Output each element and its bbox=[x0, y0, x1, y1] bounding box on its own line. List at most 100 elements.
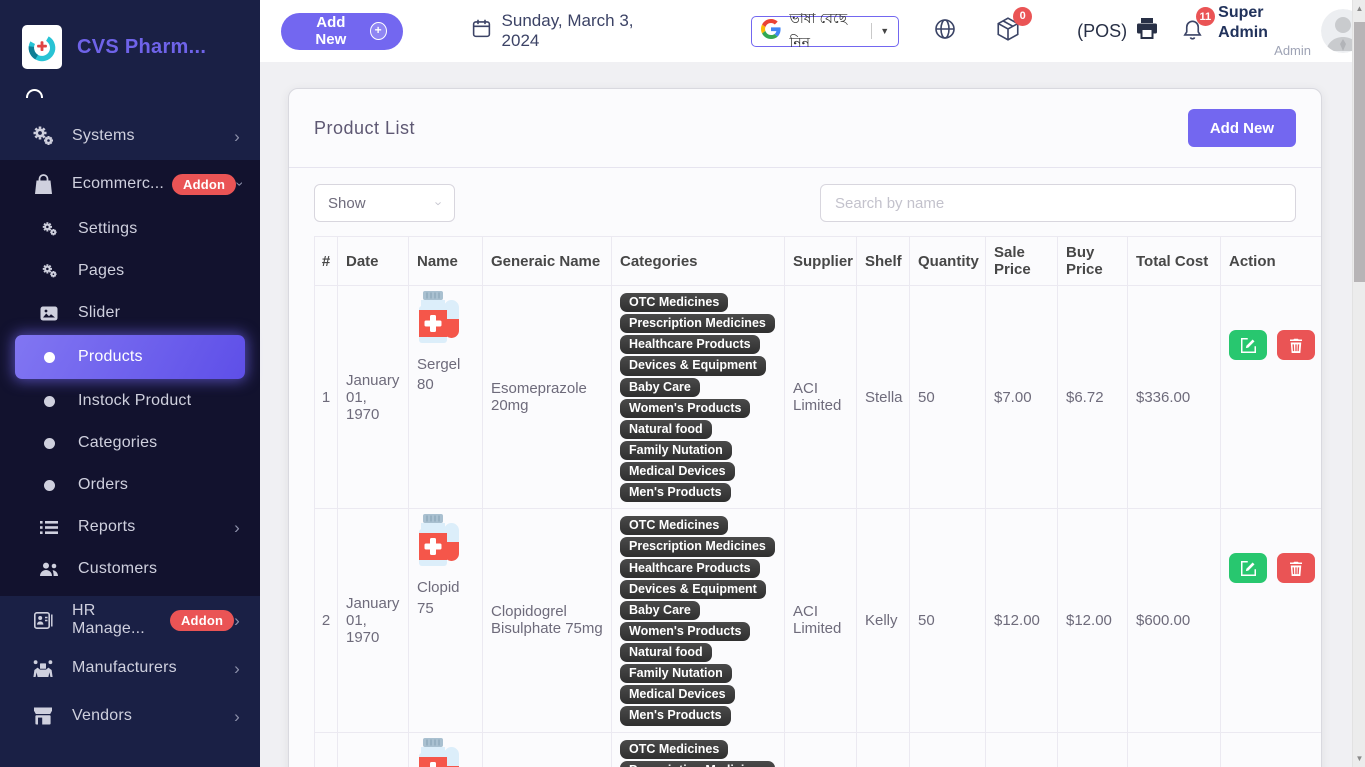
cell-total-cost: $336.00 bbox=[1127, 284, 1221, 510]
cell-buy-price: $6.72 bbox=[1057, 284, 1128, 510]
cell-supplier: ACI Limited bbox=[784, 508, 857, 733]
scrollbar-thumb[interactable] bbox=[1354, 22, 1365, 282]
sidebar-item-manufacturers[interactable]: Manufacturers › bbox=[0, 644, 260, 692]
product-name: Sergel 80 bbox=[417, 356, 461, 394]
delete-button[interactable] bbox=[1277, 330, 1315, 360]
sidebar-item-label: Categories bbox=[78, 434, 158, 451]
sidebar-item-customers[interactable]: Customers bbox=[0, 548, 260, 590]
cell-buy-price bbox=[1057, 731, 1128, 767]
shopping-bag-icon bbox=[30, 173, 56, 195]
cell-quantity: 50 bbox=[909, 284, 986, 510]
sidebar-item-systems[interactable]: Systems › bbox=[0, 112, 260, 160]
delete-button[interactable] bbox=[1277, 553, 1315, 584]
sidebar-item-label: Pages bbox=[78, 262, 125, 279]
sidebar-item-orders[interactable]: Orders bbox=[0, 464, 260, 506]
product-table-wrap: # Date Name Generaic Name Categories Sup… bbox=[314, 236, 1321, 767]
separator bbox=[871, 23, 873, 39]
cell-name bbox=[408, 731, 483, 767]
sidebar-item-ecommerce[interactable]: Ecommerc... Addon › bbox=[0, 160, 260, 208]
search-input[interactable] bbox=[820, 184, 1296, 222]
edit-button[interactable] bbox=[1229, 553, 1267, 584]
cell-date: January 01, 1970 bbox=[337, 284, 409, 510]
cell-action bbox=[1220, 508, 1321, 733]
sidebar-item-products[interactable]: Products bbox=[15, 335, 245, 379]
sidebar-item-pages[interactable]: Pages bbox=[0, 250, 260, 292]
sidebar-item-slider[interactable]: Slider bbox=[0, 292, 260, 334]
table-row: OTC Medicines Prescription Medicines bbox=[314, 731, 1321, 767]
category-tag: Family Nutation bbox=[620, 440, 732, 460]
date-text: Sunday, March 3, 2024 bbox=[501, 11, 634, 50]
table-filters: Show › bbox=[289, 168, 1321, 236]
sidebar-item-categories[interactable]: Categories bbox=[0, 422, 260, 464]
user-role: Admin bbox=[1274, 42, 1312, 58]
cell-shelf bbox=[856, 731, 910, 767]
chevron-right-icon: › bbox=[234, 658, 240, 678]
list-icon bbox=[36, 520, 62, 535]
category-tag: Baby Care bbox=[620, 600, 700, 620]
cell-date: January 01, 1970 bbox=[337, 508, 409, 733]
add-new-button-card[interactable]: Add New bbox=[1187, 109, 1296, 147]
sidebar-item-instock-product[interactable]: Instock Product bbox=[0, 380, 260, 422]
gears-icon bbox=[30, 125, 56, 147]
caret-down-icon: ▼ bbox=[880, 26, 890, 36]
scrollbar-down-arrow[interactable]: ▼ bbox=[1355, 754, 1364, 763]
sidebar-item-settings[interactable]: Settings bbox=[0, 208, 260, 250]
cell-shelf: Kelly bbox=[856, 508, 910, 733]
add-new-button-topbar[interactable]: Add New + bbox=[281, 12, 403, 50]
table-row: 1 January 01, 1970 bbox=[314, 284, 1321, 510]
card-header: Product List Add New bbox=[289, 89, 1321, 168]
language-select-label: ভাষা বেছে নিন bbox=[789, 10, 848, 50]
notifications-button[interactable]: 11 bbox=[1181, 7, 1216, 46]
sidebar-item-label: Reports bbox=[78, 518, 136, 535]
package-count-badge: 0 bbox=[1013, 6, 1033, 26]
brand[interactable]: CVS Pharm... bbox=[0, 0, 260, 79]
cell-num: 2 bbox=[314, 508, 338, 733]
cell-generic-name bbox=[482, 731, 612, 767]
globe-button[interactable] bbox=[933, 17, 957, 46]
col-header-quantity: Quantity bbox=[909, 236, 986, 286]
bell-icon bbox=[1181, 16, 1204, 46]
sidebar-item-label: Manufacturers bbox=[72, 659, 177, 676]
dot-icon bbox=[36, 351, 62, 363]
add-new-label: Add New bbox=[315, 14, 347, 48]
table-header-row: # Date Name Generaic Name Categories Sup… bbox=[314, 236, 1321, 286]
edit-button[interactable] bbox=[1229, 330, 1267, 360]
sidebar-collapse-toggle-icon[interactable] bbox=[26, 89, 43, 98]
language-select[interactable]: ভাষা বেছে নিন ▼ bbox=[751, 10, 900, 50]
chevron-right-icon: › bbox=[234, 517, 240, 537]
dot-icon bbox=[36, 437, 62, 449]
chevron-down-icon: › bbox=[431, 200, 447, 206]
page-scrollbar[interactable]: ▲ ▼ bbox=[1352, 0, 1365, 767]
sidebar-item-label: Ecommerc... bbox=[72, 175, 164, 192]
category-tag: OTC Medicines bbox=[620, 293, 729, 313]
cell-shelf: Stella bbox=[856, 284, 910, 510]
product-image bbox=[417, 291, 461, 351]
chevron-down-icon: › bbox=[232, 181, 249, 187]
col-header-shelf: Shelf bbox=[856, 236, 910, 286]
scrollbar-up-arrow[interactable]: ▲ bbox=[1355, 4, 1364, 13]
gears-icon bbox=[36, 263, 62, 279]
store-icon bbox=[30, 707, 56, 725]
package-button[interactable]: 0 bbox=[995, 6, 1033, 47]
category-tag: Devices & Equipment bbox=[620, 356, 766, 376]
category-tag: Family Nutation bbox=[620, 664, 732, 684]
globe-icon bbox=[933, 17, 957, 46]
cell-name: Sergel 80 bbox=[408, 284, 483, 510]
category-tag: Healthcare Products bbox=[620, 335, 760, 355]
page-title: Product List bbox=[314, 117, 416, 138]
cell-categories: OTC Medicines Prescription Medicines Hea… bbox=[611, 508, 785, 733]
category-tag: Healthcare Products bbox=[620, 558, 760, 578]
sidebar-item-label: HR Manage... bbox=[72, 602, 145, 637]
cell-supplier: ACI Limited bbox=[784, 284, 857, 510]
sidebar-item-reports[interactable]: Reports › bbox=[0, 506, 260, 548]
pos-print[interactable]: (POS) bbox=[1077, 17, 1159, 45]
sidebar-item-label: Products bbox=[78, 348, 143, 365]
sidebar-item-hr-management[interactable]: HR Manage... Addon › bbox=[0, 596, 260, 644]
id-card-icon bbox=[30, 611, 56, 629]
sidebar-item-vendors[interactable]: Vendors › bbox=[0, 692, 260, 740]
show-entries-select[interactable]: Show › bbox=[314, 184, 455, 222]
category-tag: Medical Devices bbox=[620, 462, 735, 482]
show-select-value: Show bbox=[328, 194, 366, 212]
users-icon bbox=[36, 561, 62, 577]
dot-icon bbox=[36, 395, 62, 407]
